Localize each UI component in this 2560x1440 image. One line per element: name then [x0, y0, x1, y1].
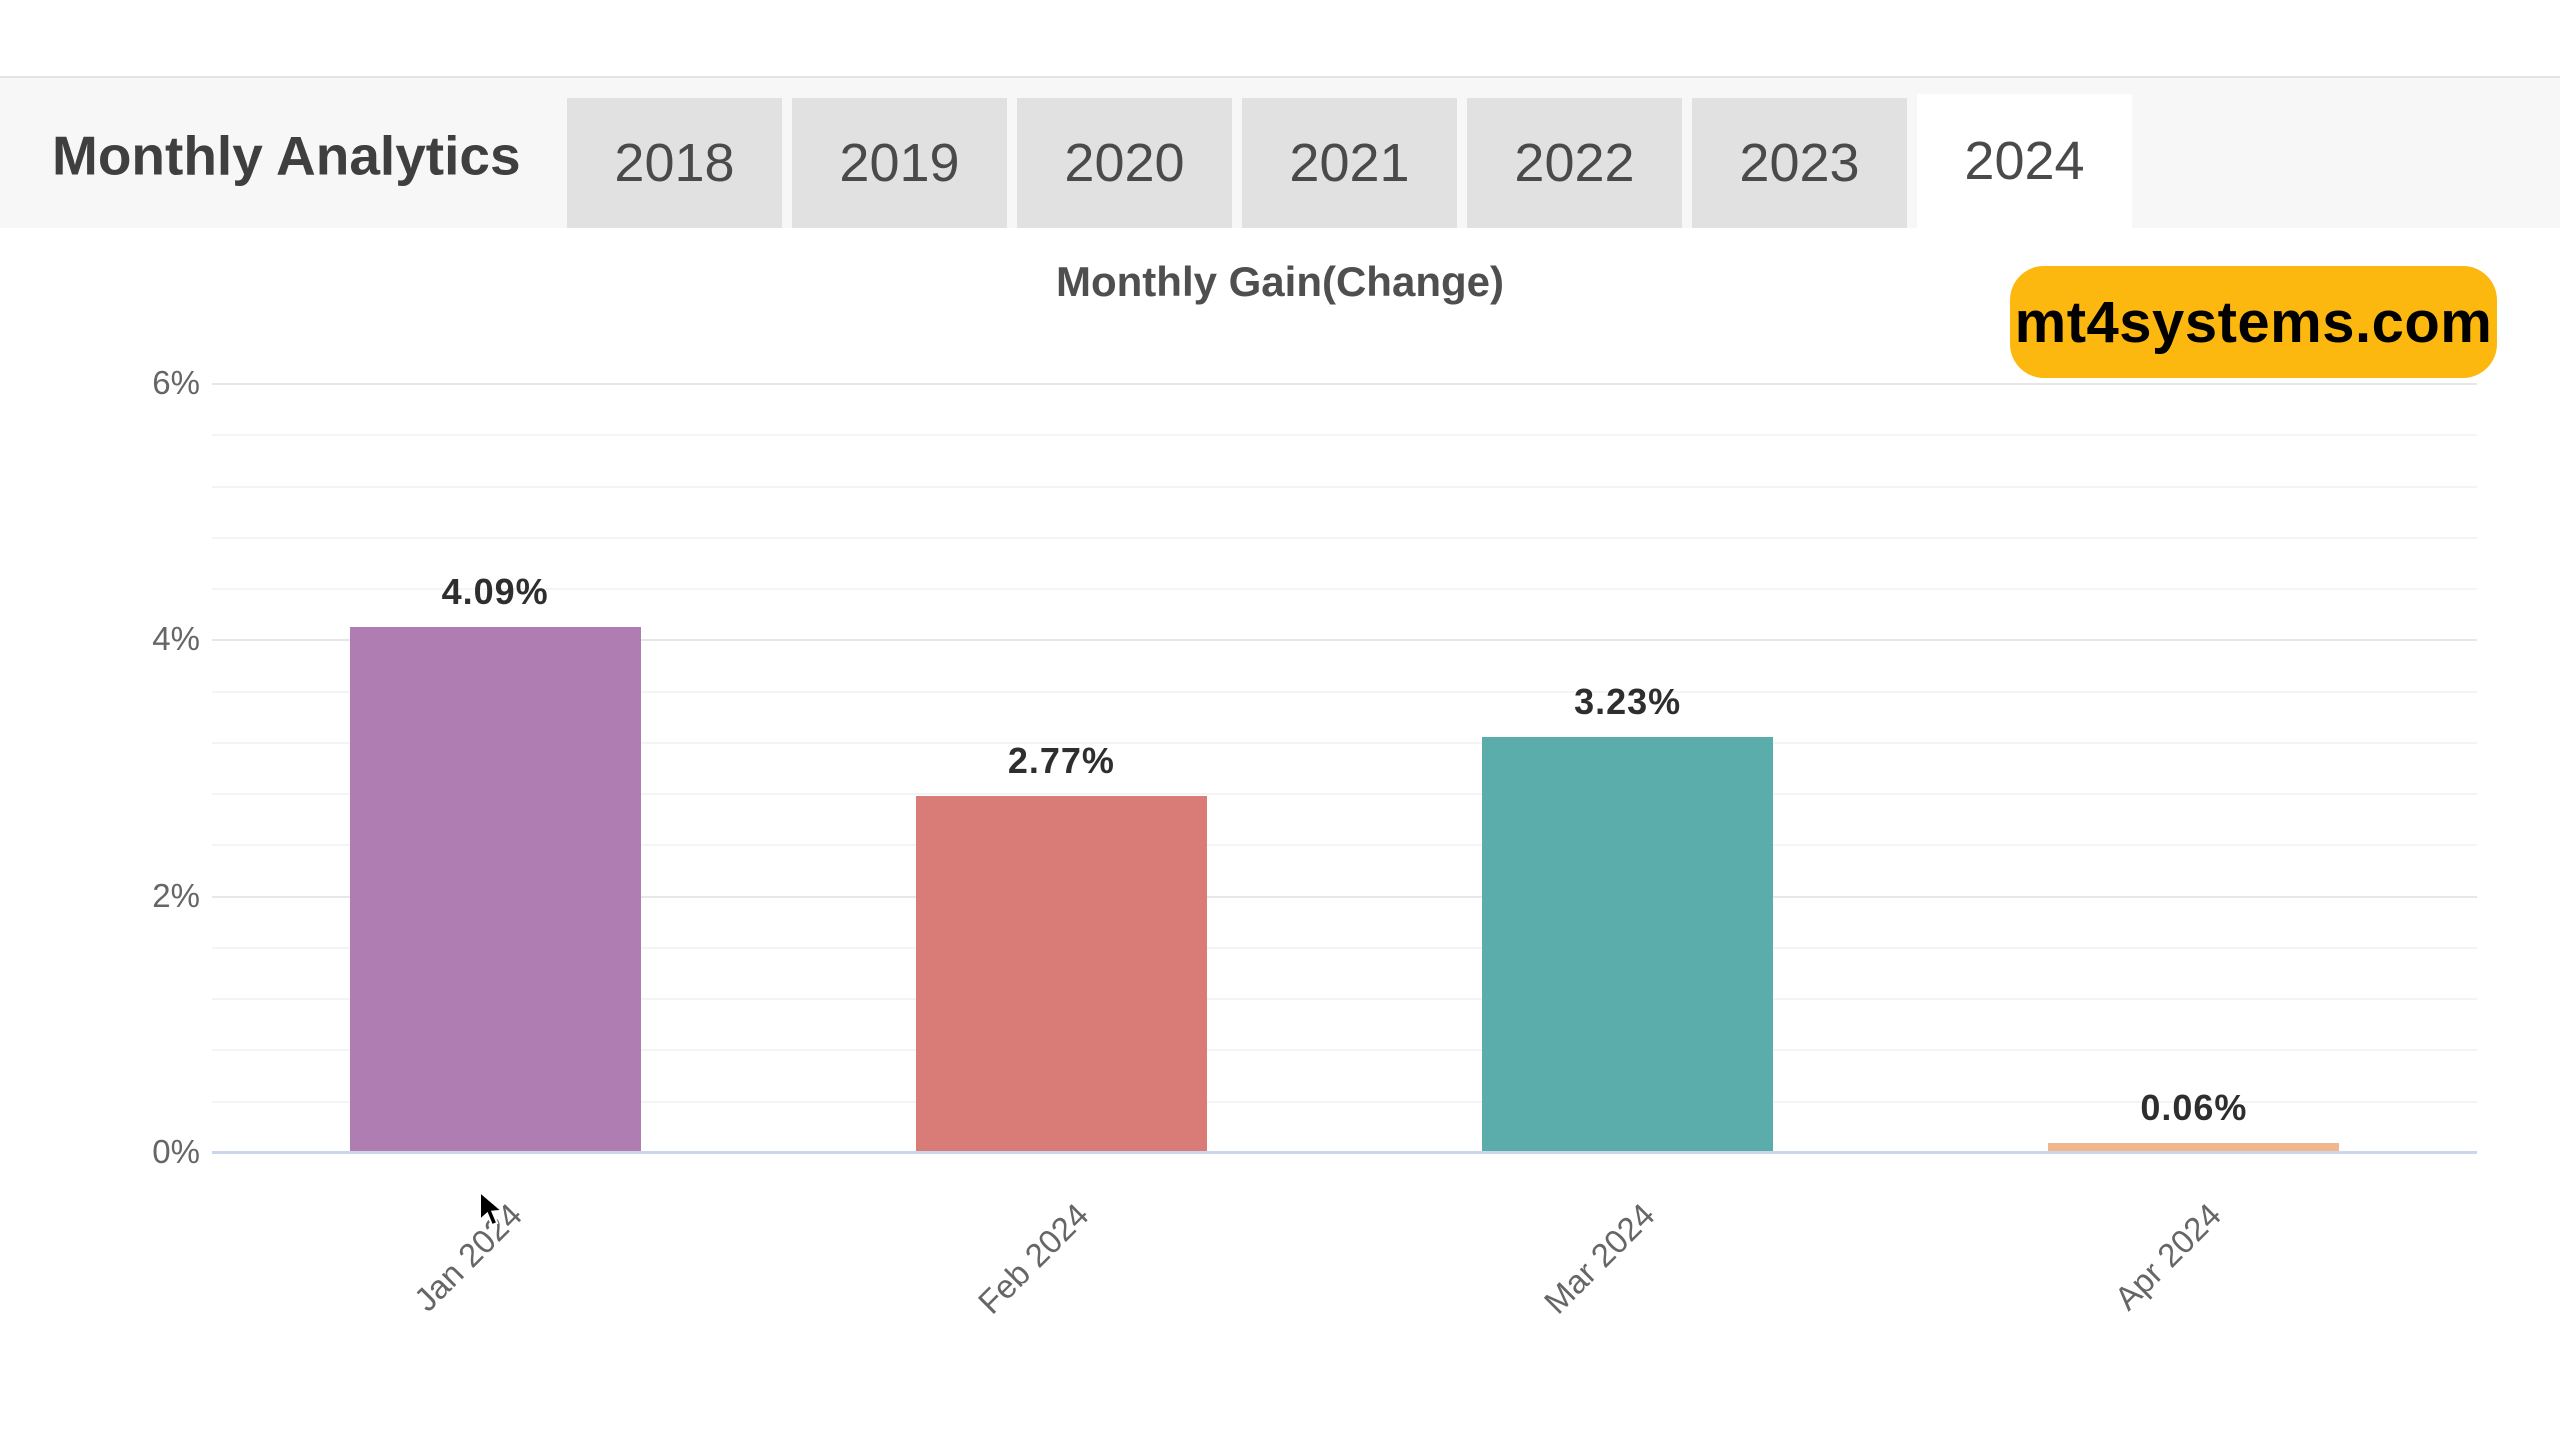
tab-2023[interactable]: 2023: [1692, 98, 1907, 228]
x-tick-label: Mar 2024: [1537, 1196, 1662, 1321]
minor-gridline: [212, 536, 2477, 539]
page-title: Monthly Analytics: [52, 124, 521, 187]
minor-gridline: [212, 741, 2477, 744]
tab-2022[interactable]: 2022: [1467, 98, 1682, 228]
y-tick-label: 0%: [152, 1133, 200, 1170]
bar-apr-2024[interactable]: [2048, 1143, 2340, 1151]
x-tick-label: Feb 2024: [970, 1196, 1096, 1321]
watermark-badge[interactable]: mt4systems.com: [2010, 266, 2497, 378]
value-label: 2.77%: [1007, 740, 1115, 781]
tab-2021[interactable]: 2021: [1242, 98, 1457, 228]
major-gridline: [212, 639, 2477, 642]
y-tick-label: 6%: [152, 364, 200, 401]
bar-feb-2024[interactable]: [915, 796, 1207, 1151]
chart-title: Monthly Gain(Change): [1056, 258, 1504, 305]
y-tick-label: 2%: [152, 876, 200, 914]
minor-gridline: [212, 1100, 2477, 1103]
watermark-label: mt4systems.com: [2014, 289, 2493, 355]
tab-2018[interactable]: 2018: [567, 98, 782, 228]
bar-mar-2024[interactable]: [1482, 737, 1774, 1151]
value-label: 3.23%: [1574, 681, 1682, 722]
bar-jan-2024[interactable]: [349, 627, 641, 1151]
minor-gridline: [212, 485, 2477, 488]
tab-2020[interactable]: 2020: [1017, 98, 1232, 228]
x-axis-line: [212, 1151, 2477, 1154]
tab-2024[interactable]: 2024: [1917, 94, 2132, 228]
x-tick-label: Apr 2024: [2107, 1196, 2229, 1317]
value-label: 4.09%: [441, 571, 549, 612]
major-gridline: [212, 895, 2477, 898]
minor-gridline: [212, 690, 2477, 693]
mouse-cursor-icon: [479, 1190, 505, 1227]
minor-gridline: [212, 793, 2477, 796]
tab-2019[interactable]: 2019: [792, 98, 1007, 228]
minor-gridline: [212, 998, 2477, 1001]
year-tabs: 2018 2019 2020 2021 2022 2023 2024: [567, 94, 2132, 228]
minor-gridline: [212, 946, 2477, 949]
minor-gridline: [212, 1049, 2477, 1052]
minor-gridline: [212, 434, 2477, 437]
minor-gridline: [212, 588, 2477, 591]
tab-bar: Monthly Analytics 2018 2019 2020 2021 2022 20…: [0, 76, 2560, 228]
value-label: 0.06%: [2140, 1087, 2248, 1128]
y-tick-label: 4%: [152, 620, 200, 658]
plot-area: 4.09% 2.77% 3.23% 0.06%: [212, 383, 2477, 1154]
major-gridline: [212, 383, 2477, 385]
minor-gridline: [212, 844, 2477, 847]
